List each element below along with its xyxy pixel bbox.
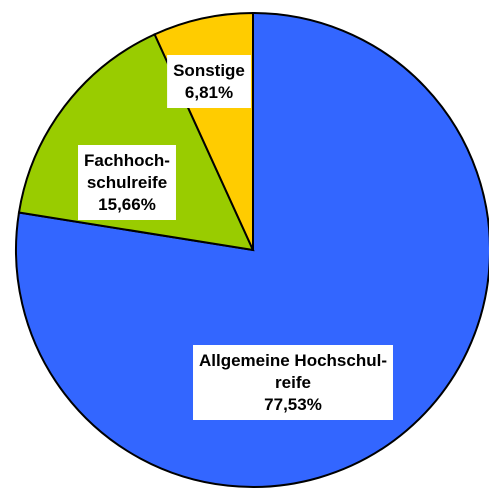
slice-label: Sonstige 6,81% bbox=[167, 55, 251, 108]
slice-label: Fachhoch-schulreife 15,66% bbox=[78, 145, 176, 220]
label-box bbox=[193, 345, 393, 420]
category-label: Sonstige bbox=[173, 61, 245, 80]
pie-slice bbox=[17, 33, 255, 252]
category-label: Allgemeine Hochschul-reife bbox=[199, 351, 387, 392]
label-box bbox=[167, 55, 251, 108]
value-label: 77,53% bbox=[264, 395, 322, 414]
label-box bbox=[78, 145, 176, 220]
value-label: 15,66% bbox=[98, 195, 156, 214]
value-label: 6,81% bbox=[185, 83, 233, 102]
slice-label: Allgemeine Hochschul-reife 77,53% bbox=[193, 345, 393, 420]
category-label: Fachhoch-schulreife bbox=[84, 151, 170, 192]
